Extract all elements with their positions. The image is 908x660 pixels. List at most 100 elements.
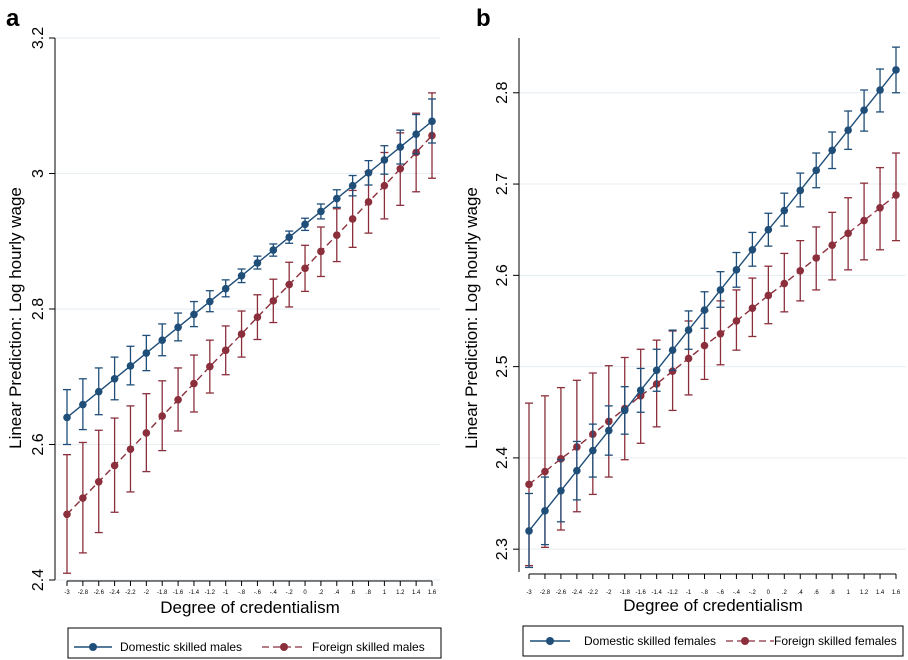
panel-b-domestic-point [557, 486, 565, 495]
panel-a-foreign-point [253, 313, 262, 321]
panel-b-domestic-point [812, 166, 821, 175]
panel-a-domestic-point [253, 259, 262, 267]
panel-b-domestic-point [525, 527, 533, 535]
panel-a-x-tick-label: -1.2 [205, 590, 216, 596]
panel-a-foreign-point [317, 247, 325, 256]
panel-b-domestic-point [828, 146, 836, 155]
panel-a-domestic-point [348, 181, 357, 190]
panel-b-foreign-point [876, 203, 884, 212]
panel-a-foreign-point [237, 330, 246, 338]
panel-b-domestic-point [732, 266, 741, 274]
panel-a-x-tick-label: -.2 [286, 590, 294, 596]
panel-a-domestic-point [142, 349, 151, 357]
panel-b-x-tick-label: -3 [526, 590, 532, 596]
panel-a-x-tick-label: .4 [334, 590, 340, 596]
panel-a-foreign-point [158, 412, 167, 420]
panel-a-foreign-point [190, 379, 198, 388]
panel-b-foreign-point [844, 229, 852, 238]
panel-b-domestic-point [748, 245, 757, 254]
panel-a-foreign-point [142, 429, 151, 437]
panel-a-foreign-point [380, 181, 389, 190]
panel-a-foreign-point [348, 215, 357, 223]
panel-a-foreign-point [364, 198, 373, 206]
panel-b-domestic-series-line [528, 69, 897, 532]
panel-b-foreign-point [892, 191, 900, 199]
panel-a-legend-item-domestic: Domestic skilled males [74, 640, 242, 654]
panel-b-x-tick-label: 1.4 [876, 590, 885, 596]
panel-b-x-tick-label: 1.2 [860, 590, 869, 596]
panel-a-domestic-point [396, 143, 405, 151]
panel-b-x-tick-label: -1.8 [620, 590, 631, 596]
panel-a-domestic-series-line [66, 120, 433, 418]
panel-b-foreign-point [557, 455, 565, 463]
panel-a-domestic-point [412, 130, 420, 139]
panel-a-domestic-point [126, 362, 135, 370]
panel-b-foreign-point [668, 367, 677, 375]
panel-b-foreign-point [796, 266, 805, 275]
panel-b-legend-label-foreign: Foreign skilled females [774, 634, 897, 648]
panel-b-domestic-point [716, 286, 725, 294]
panel-a-foreign-point [79, 494, 87, 502]
panel-b-legend-item-foreign: Foreign skilled females [726, 634, 897, 648]
panel-a-x-tick-label: 1.6 [428, 590, 437, 596]
panel-a-x-tick-label: -1.8 [157, 590, 168, 596]
panel-b-domestic-point [844, 126, 852, 134]
panel-a-x-tick-label: -1.6 [173, 590, 184, 596]
panel-a-domestic-point [301, 220, 309, 229]
panel-b-y-tick-label: 2.7 [494, 173, 511, 195]
panel-b-y-tick-label: 2.6 [494, 264, 511, 286]
panel-a-x-tick-label: -.6 [254, 590, 262, 596]
panel-a-foreign-point [63, 510, 71, 519]
panel-a-x-tick-label: -.8 [238, 590, 246, 596]
panel-b-domestic-point [860, 106, 868, 114]
panel-b-y-axis-title: Linear Prediction: Log hourly wage [462, 187, 481, 449]
panel-a-foreign-point [285, 280, 293, 289]
panel-b-x-tick-label: 1.6 [892, 590, 901, 596]
panel-b-foreign-point [684, 354, 693, 363]
panel-b-domestic-point [684, 326, 693, 334]
panel-b-foreign-point [764, 291, 773, 300]
panel-a-x-tick-label: 1.2 [396, 590, 405, 596]
panel-a-domestic-point [380, 156, 389, 164]
panel-b-domestic-point [668, 346, 677, 354]
panel-a-domestic-point [237, 272, 246, 280]
panel-a: a Linear Prediction: Log hourly wage Deg… [6, 5, 442, 659]
panel-a-x-axis-title: Degree of credentialism [160, 598, 340, 617]
panel-b-domestic-point [636, 386, 645, 395]
panel-a-x-tick-label: .2 [318, 590, 324, 596]
panel-b-y-tick-label: 2.5 [494, 355, 511, 377]
panel-a-legend-label-foreign: Foreign skilled males [312, 640, 425, 654]
panel-b-y-tick-label: 2.4 [494, 447, 511, 469]
panel-a-domestic-point [190, 310, 198, 319]
panel-a-x-tick-label: -2.2 [125, 590, 136, 596]
panel-b-foreign-point [716, 329, 725, 338]
panel-b-foreign-point [780, 279, 789, 288]
panel-a-x-tick-label: 1 [383, 590, 387, 596]
panel-a-domestic-point [79, 400, 87, 409]
panel-b-x-tick-label: -2.6 [556, 590, 567, 596]
panel-b-legend-box [522, 625, 904, 657]
panel-a-foreign-point [301, 264, 309, 273]
panel-a-domestic-point [158, 336, 167, 344]
panel-a-domestic-point [285, 233, 293, 241]
panel-a-y-tick-label: 3.2 [30, 27, 47, 49]
panel-b-x-tick-label: -2.4 [572, 590, 583, 596]
panel-a-y-tick-label: 3 [30, 169, 47, 178]
panel-a-foreign-point [269, 297, 278, 305]
panel-b-domestic-point [541, 507, 549, 515]
panel-b-x-tick-label: -1 [686, 590, 692, 596]
panel-b-foreign-point [828, 241, 836, 250]
panel-b-x-tick-label: -.4 [733, 590, 741, 596]
panel-b-x-tick-label: -.6 [717, 590, 725, 596]
panel-a-x-tick-label: .6 [350, 590, 356, 596]
panel-b-foreign-point [525, 480, 533, 489]
panel-b-domestic-point [876, 86, 884, 94]
panel-b-foreign-point [812, 254, 821, 262]
panel-a-y-tick-label: 2.8 [30, 298, 47, 320]
panel-b-domestic-point [764, 225, 773, 234]
panel-a-letter: a [6, 5, 20, 32]
panel-b-foreign-point [860, 216, 868, 225]
panel-a-domestic-point [332, 194, 341, 203]
panel-a-foreign-point [396, 164, 405, 173]
